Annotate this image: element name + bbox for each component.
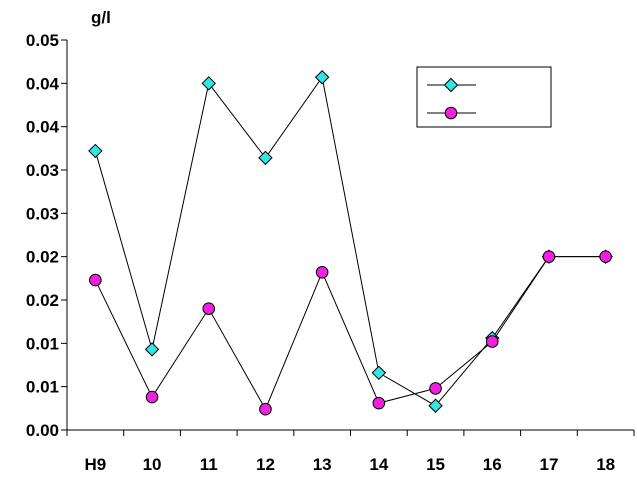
y-tick-label: 0.04 — [26, 74, 60, 93]
legend-marker-1 — [443, 77, 459, 93]
series-2-point — [429, 382, 442, 395]
series-2-point — [202, 302, 216, 315]
series-1-point — [201, 76, 216, 91]
series-2 — [89, 250, 612, 416]
y-axis-unit-label: g/l — [91, 8, 111, 27]
legend-box — [416, 66, 552, 128]
series-1-point — [314, 70, 330, 85]
series-1-point — [371, 365, 387, 381]
series-2-line — [94, 256, 606, 411]
series-2-point — [485, 335, 499, 348]
series-1-point — [144, 342, 160, 357]
x-tick-label: 10 — [143, 455, 162, 474]
x-tick-label: 14 — [369, 455, 388, 474]
series-2-point — [315, 265, 329, 279]
series-2-point — [372, 396, 386, 410]
x-tick-label: 16 — [483, 455, 502, 474]
series-1-line — [94, 76, 606, 407]
y-tick-label: 0.04 — [26, 118, 60, 137]
y-tick-label: 0.05 — [26, 31, 59, 50]
x-tick-label: 12 — [256, 455, 275, 474]
legend-marker-2 — [444, 106, 458, 120]
legend — [416, 66, 552, 128]
x-tick-label: 11 — [200, 455, 218, 474]
series-1-point — [428, 398, 443, 413]
series-2-point — [599, 250, 612, 263]
y-tick-label: 0.03 — [26, 161, 59, 180]
series-2-point — [145, 390, 159, 404]
y-tick-label: 0.02 — [26, 248, 59, 267]
y-tick-label: 0.01 — [26, 378, 59, 397]
y-axis-ticks: 0.00 0.01 0.01 0.02 0.02 0.03 0.03 0.04 0.04 0.05 — [26, 31, 67, 440]
y-tick-label: 0.00 — [26, 421, 59, 440]
series-1-point — [258, 150, 273, 166]
x-tick-label: 17 — [539, 455, 558, 474]
x-tick-label: 18 — [596, 455, 615, 474]
x-tick-label: H9 — [84, 455, 106, 474]
x-axis-ticks: H9 10 11 12 13 14 15 16 17 18 — [66, 430, 635, 474]
x-tick-label: 15 — [426, 455, 445, 474]
series-2-point — [89, 273, 102, 287]
series-1-point — [88, 143, 103, 159]
x-tick-label: 13 — [313, 455, 332, 474]
series-2-point — [259, 402, 272, 416]
y-tick-label: 0.02 — [26, 291, 59, 310]
y-tick-label: 0.01 — [26, 334, 59, 353]
y-tick-label: 0.03 — [26, 204, 59, 223]
series-layer — [88, 70, 613, 416]
series-2-point — [542, 250, 556, 263]
